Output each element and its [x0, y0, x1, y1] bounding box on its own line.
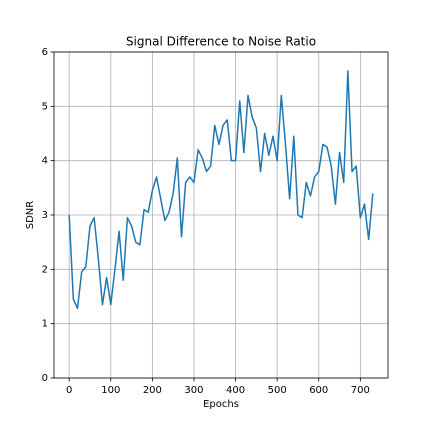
y-tick-label: 4 — [42, 156, 48, 167]
x-tick-label: 600 — [309, 385, 328, 396]
x-tick-label: 700 — [351, 385, 370, 396]
plot-frame — [53, 51, 389, 379]
x-tick-label: 200 — [143, 385, 162, 396]
x-tick-label: 0 — [66, 385, 72, 396]
line-series — [68, 70, 374, 310]
y-tick-label: 0 — [42, 373, 48, 384]
x-axis-label: Epochs — [203, 399, 239, 410]
y-tick-label: 3 — [42, 210, 48, 221]
x-tick-label: 400 — [226, 385, 245, 396]
x-tick-label: 500 — [268, 385, 287, 396]
y-axis-label: SDNR — [25, 201, 36, 230]
chart-title: Signal Difference to Noise Ratio — [126, 35, 316, 49]
x-tick-label: 300 — [184, 385, 203, 396]
x-tick-label: 100 — [101, 385, 120, 396]
y-tick-label: 2 — [42, 264, 48, 275]
y-tick-label: 6 — [42, 47, 48, 58]
y-tick-label: 1 — [42, 319, 48, 330]
y-tick-label: 5 — [42, 101, 48, 112]
